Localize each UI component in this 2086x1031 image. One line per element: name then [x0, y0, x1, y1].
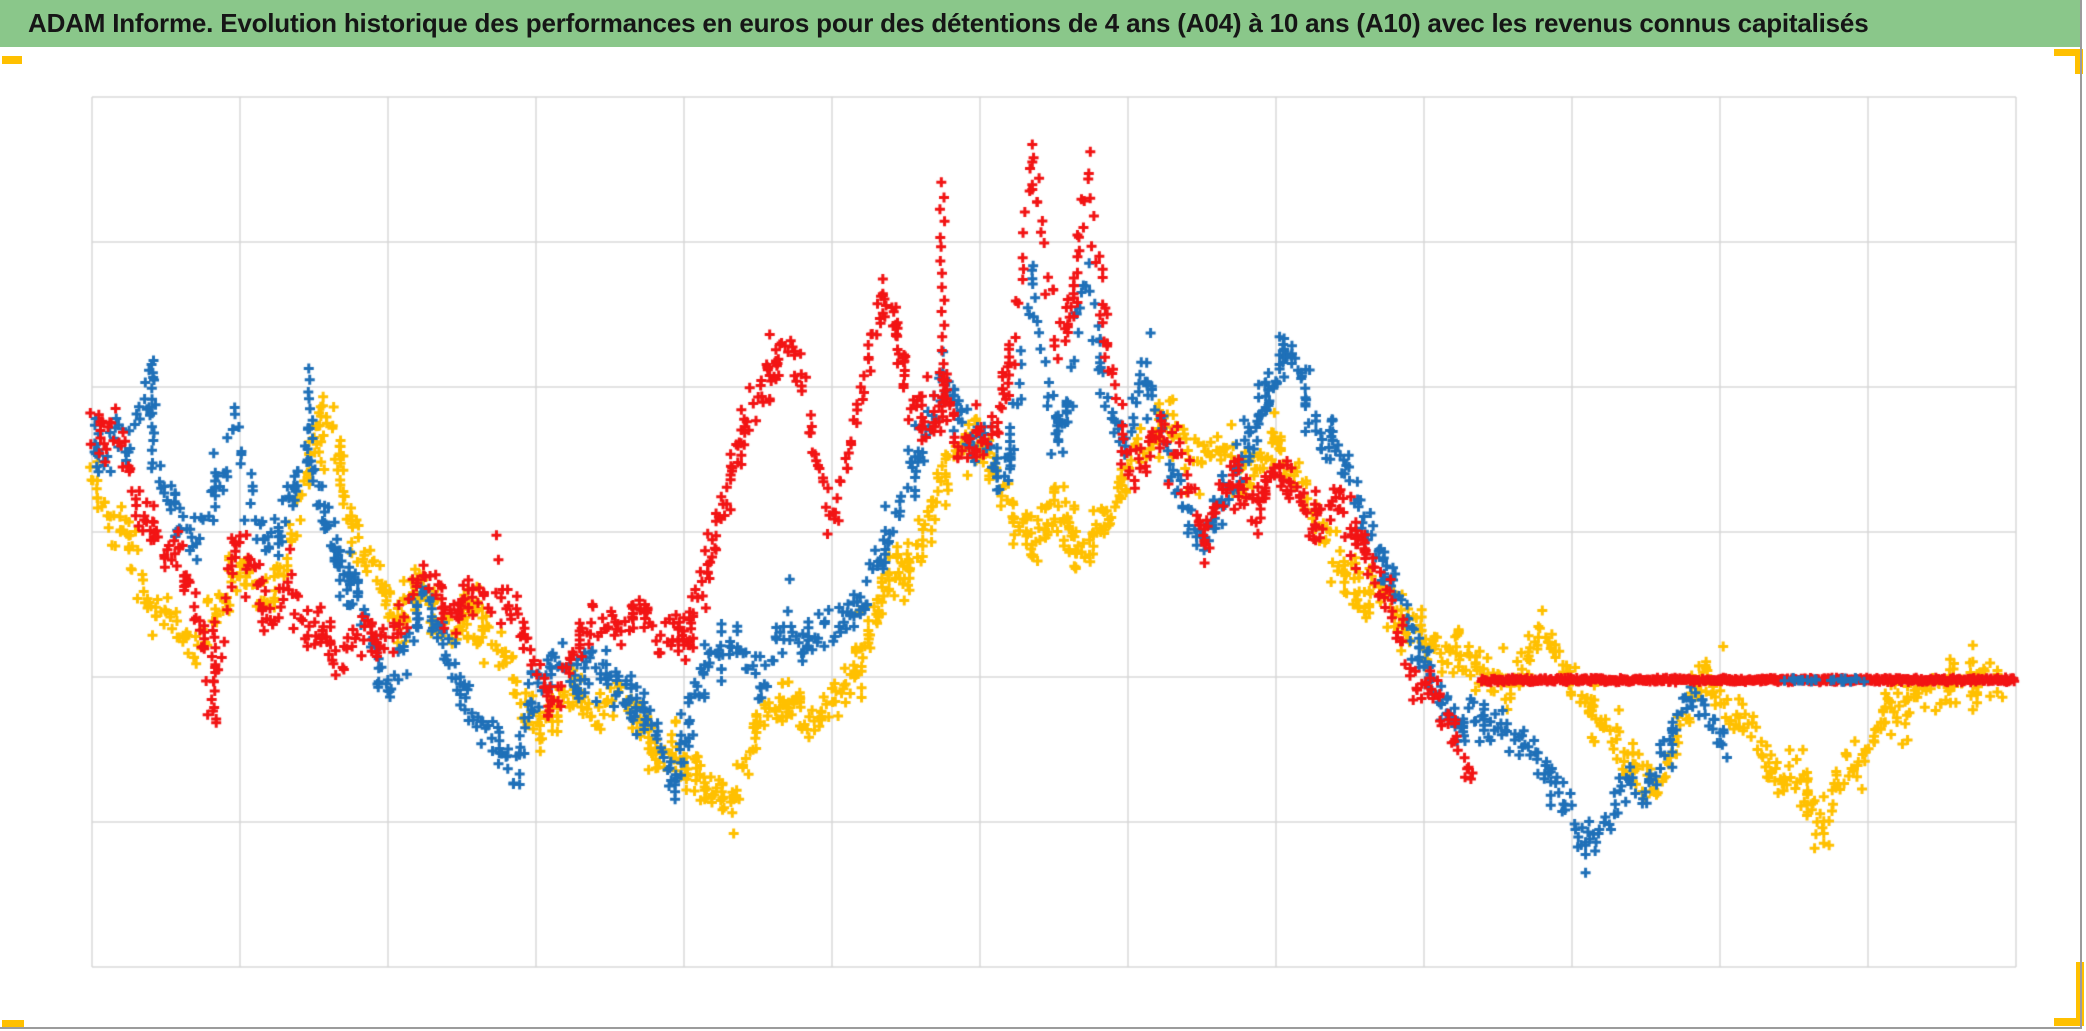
window-edge-right	[2080, 0, 2082, 1029]
window-edge-bottom	[0, 1027, 2082, 1029]
sheet-border-corner-top-right	[2054, 49, 2083, 74]
sheet-title: ADAM Informe. Evolution historique des p…	[28, 8, 1869, 38]
sheet-border-corner-top-left	[2, 56, 22, 64]
scatter-chart-canvas	[0, 47, 2086, 1031]
scatter-chart-area[interactable]	[0, 47, 2086, 1031]
sheet-header-bar: ADAM Informe. Evolution historique des p…	[0, 0, 2080, 47]
sheet-border-corner-bottom-left	[2, 1020, 24, 1028]
